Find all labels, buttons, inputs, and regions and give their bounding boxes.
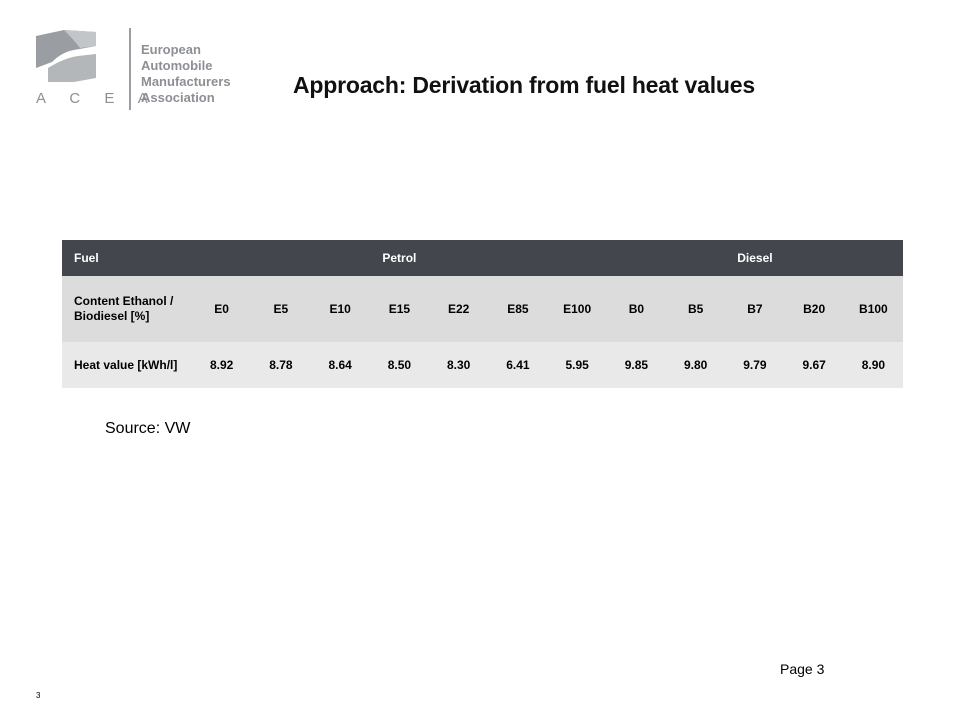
- table-row-content: Content Ethanol / Biodiesel [%] E0 E5 E10 E…: [62, 276, 904, 342]
- heat-value-cell: 8.64: [310, 342, 370, 388]
- slide-number: 3: [36, 691, 41, 700]
- fuel-heat-table: Fuel Petrol Diesel Content Ethanol / Bio…: [62, 240, 904, 388]
- table-header-row: Fuel Petrol Diesel: [62, 240, 904, 276]
- page-label: Page 3: [780, 661, 825, 677]
- content-cell: E22: [429, 276, 489, 342]
- heat-value-cell: 9.79: [725, 342, 785, 388]
- content-cell: E10: [310, 276, 370, 342]
- heat-value-cell: 6.41: [488, 342, 548, 388]
- slide-title: Approach: Derivation from fuel heat valu…: [293, 72, 755, 98]
- logo-line: Manufacturers: [141, 74, 231, 89]
- row-label-heat-value: Heat value [kWh/l]: [62, 342, 192, 388]
- content-cell: B20: [784, 276, 844, 342]
- heat-value-cell: 5.95: [547, 342, 607, 388]
- content-cell: E0: [192, 276, 252, 342]
- heat-value-cell: 9.80: [666, 342, 726, 388]
- heat-value-cell: 8.90: [843, 342, 904, 388]
- logo-divider: [129, 28, 131, 110]
- content-cell: B5: [666, 276, 726, 342]
- logo-name: European Automobile Manufacturers Associ…: [141, 42, 231, 106]
- table-row-heat-value: Heat value [kWh/l] 8.92 8.78 8.64 8.50 8.30 6…: [62, 342, 904, 388]
- heat-value-cell: 9.67: [784, 342, 844, 388]
- row-label-content: Content Ethanol / Biodiesel [%]: [62, 276, 192, 342]
- content-cell: B0: [606, 276, 666, 342]
- header-petrol: Petrol: [192, 240, 607, 276]
- heat-value-cell: 8.78: [251, 342, 311, 388]
- content-cell: E100: [547, 276, 607, 342]
- acea-logo: A C E A European Automobile Manufacturer…: [34, 28, 238, 112]
- source-note: Source: VW: [105, 420, 191, 437]
- header-diesel: Diesel: [606, 240, 904, 276]
- logo-line: Association: [141, 90, 215, 105]
- content-cell: B7: [725, 276, 785, 342]
- logo-line: Automobile: [141, 58, 213, 73]
- content-cell: E85: [488, 276, 548, 342]
- header-fuel: Fuel: [62, 240, 192, 276]
- logo-line: European: [141, 42, 201, 57]
- content-cell: B100: [843, 276, 904, 342]
- content-cell: E15: [369, 276, 429, 342]
- logo-acronym: A C E A: [36, 90, 158, 107]
- heat-value-cell: 8.30: [429, 342, 489, 388]
- content-cell: E5: [251, 276, 311, 342]
- acea-logo-mark: [36, 30, 96, 82]
- heat-value-cell: 8.50: [369, 342, 429, 388]
- heat-value-cell: 9.85: [606, 342, 666, 388]
- heat-value-cell: 8.92: [192, 342, 252, 388]
